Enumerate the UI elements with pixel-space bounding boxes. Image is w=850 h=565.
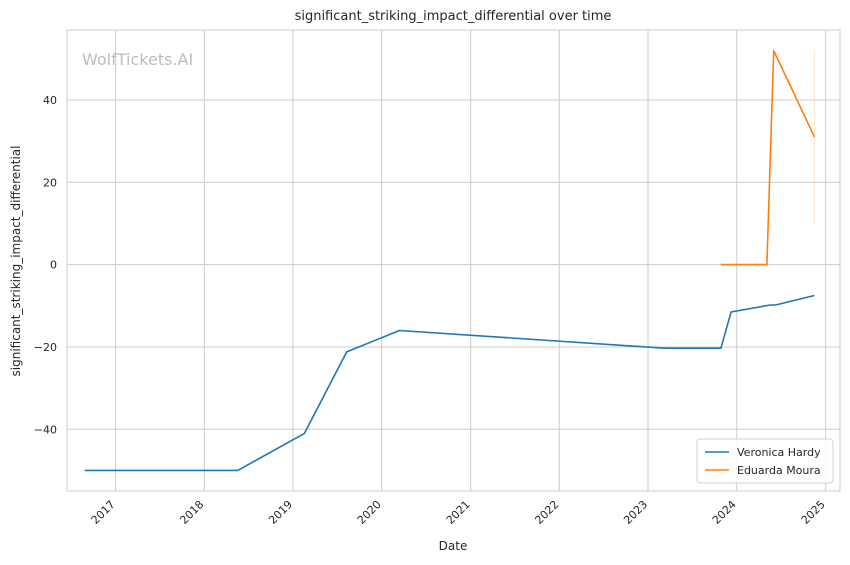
y-tick-label: −20	[34, 341, 57, 354]
y-axis-label: significant_striking_impact_differential	[9, 146, 23, 377]
series-layer	[84, 49, 816, 472]
chart-title: significant_striking_impact_differential…	[295, 9, 612, 24]
x-tick-label: 2017	[89, 498, 118, 527]
y-tick-label: 40	[43, 94, 57, 107]
legend-box	[696, 438, 834, 484]
plot-frame	[66, 29, 841, 492]
x-axis-label: Date	[439, 539, 468, 553]
x-tick-label: 2025	[799, 498, 828, 527]
x-tick-label: 2019	[266, 498, 295, 527]
x-tick-labels: 2017 2018 2019 2020 2021 2022 2023 2024 2025	[89, 498, 828, 527]
x-tick-label: 2018	[177, 498, 206, 527]
x-tick-label: 2022	[532, 498, 561, 527]
y-tick-label: 20	[43, 176, 57, 189]
watermark: WolfTickets.AI	[82, 50, 193, 69]
y-gridlines	[67, 99, 840, 430]
x-tick-label: 2020	[355, 498, 384, 527]
x-tick-label: 2023	[621, 498, 650, 527]
legend-label: Eduarda Moura	[737, 464, 821, 477]
series-line	[84, 294, 815, 472]
x-tick-label: 2024	[710, 498, 739, 527]
plot-area	[66, 29, 841, 492]
y-tick-labels: −40 −20 0 20 40	[34, 94, 57, 436]
x-tick-label: 2021	[444, 498, 473, 527]
x-gridlines	[115, 30, 827, 491]
y-tick-label: −40	[34, 423, 57, 436]
y-tick-label: 0	[50, 259, 57, 272]
series-line	[720, 49, 816, 266]
legend: Veronica Hardy Eduarda Moura	[696, 438, 834, 484]
legend-label: Veronica Hardy	[737, 446, 821, 459]
